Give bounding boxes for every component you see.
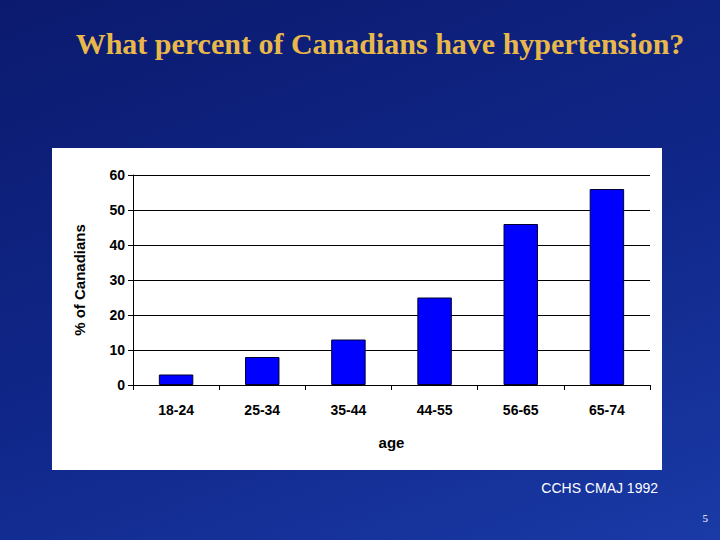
svg-text:30: 30 (109, 272, 125, 288)
svg-text:44-55: 44-55 (417, 402, 453, 418)
svg-text:20: 20 (109, 307, 125, 323)
svg-text:age: age (379, 434, 405, 451)
svg-text:56-65: 56-65 (503, 402, 539, 418)
svg-text:50: 50 (109, 202, 125, 218)
svg-text:18-24: 18-24 (158, 402, 194, 418)
html-text:CCHS CMAJ 1992: CCHS CMAJ 1992 (541, 480, 658, 496)
svg-text:% of Canadians: % of Canadians (71, 224, 88, 336)
svg-text:0: 0 (117, 377, 125, 393)
svg-text:40: 40 (109, 237, 125, 253)
svg-text:10: 10 (109, 342, 125, 358)
svg-text:65-74: 65-74 (589, 402, 625, 418)
html-text:5: 5 (702, 512, 708, 524)
html-text:What percent of Canadians have: What percent of Canadians have hypertens… (75, 27, 685, 60)
svg-text:35-44: 35-44 (331, 402, 367, 418)
svg-text:25-34: 25-34 (244, 402, 280, 418)
svg-text:60: 60 (109, 167, 125, 183)
